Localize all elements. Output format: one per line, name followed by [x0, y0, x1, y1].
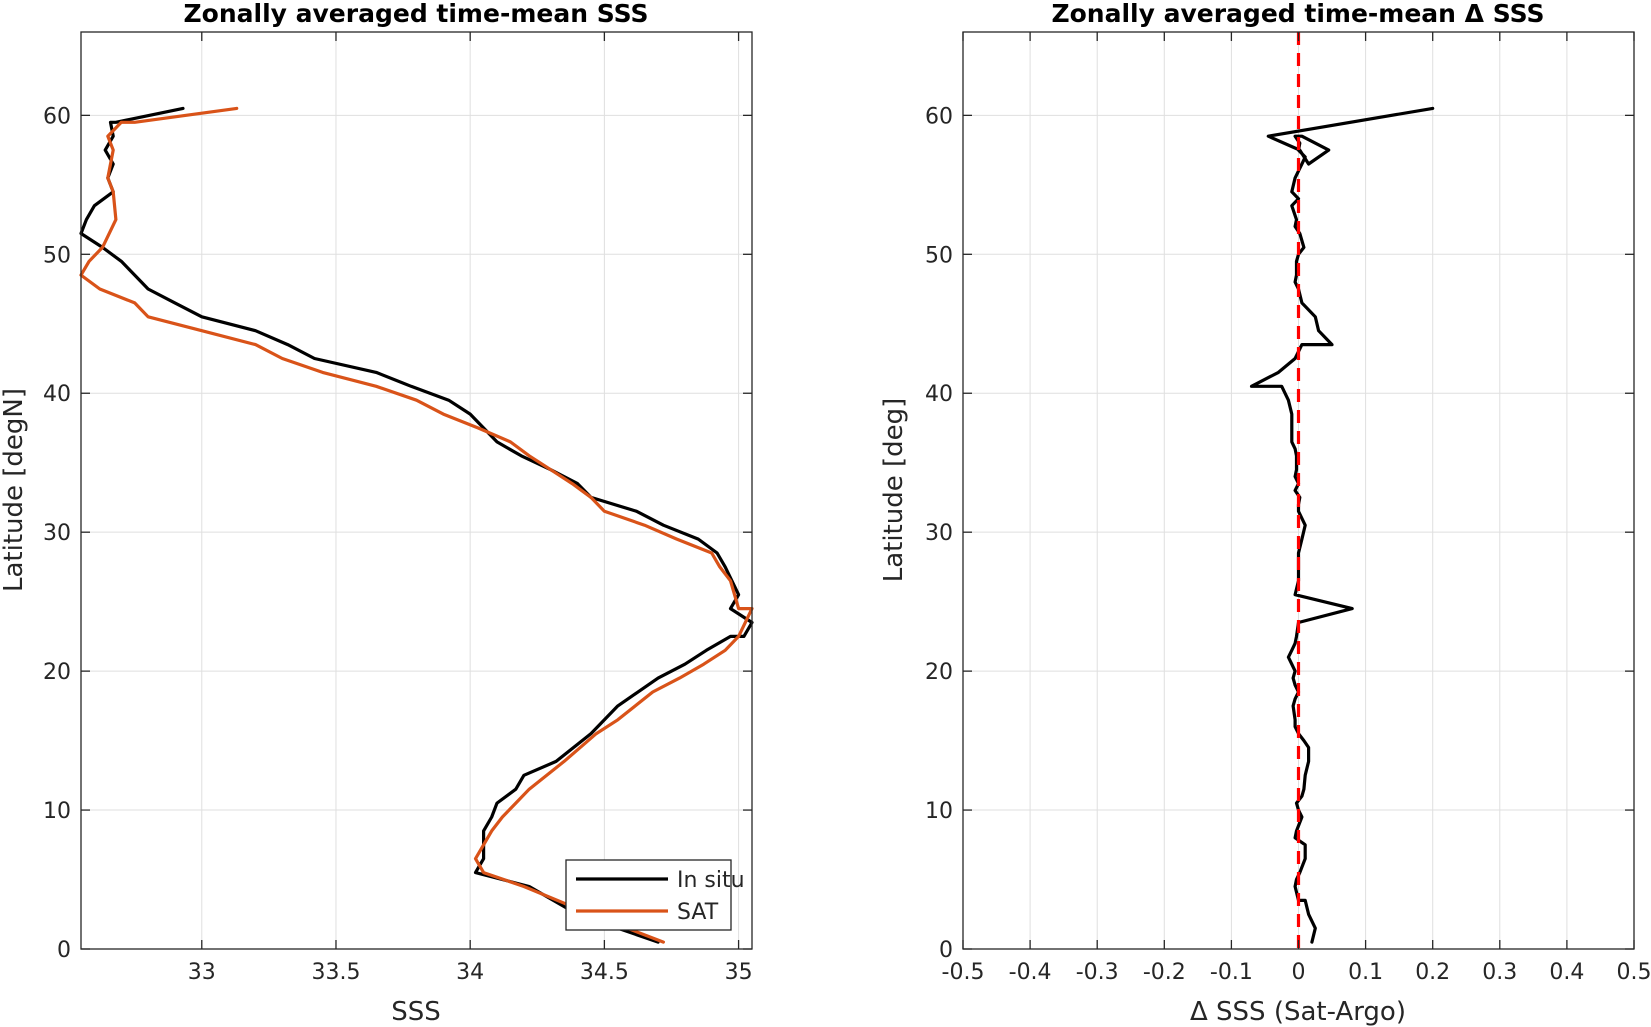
- left-y-tick-label: 10: [43, 799, 71, 824]
- left-y-tick-label: 40: [43, 382, 71, 407]
- right-x-tick-label: 0.3: [1482, 960, 1517, 985]
- left-x-axis-label: SSS: [391, 997, 441, 1027]
- right-x-tick-label: -0.2: [1143, 960, 1186, 985]
- right-x-tick-label: 0.5: [1617, 960, 1651, 985]
- right-y-tick-label: 10: [925, 799, 953, 824]
- right-x-tick-label: -0.3: [1076, 960, 1119, 985]
- left-y-tick-label: 20: [43, 660, 71, 685]
- left-chart-title: Zonally averaged time-mean SSS: [184, 0, 649, 28]
- right-chart-title: Zonally averaged time-mean Δ SSS: [1052, 0, 1545, 28]
- right-x-tick-label: 0.4: [1549, 960, 1584, 985]
- right-y-tick-label: 40: [925, 382, 953, 407]
- right-y-tick-label: 0: [939, 938, 953, 963]
- right-y-axis-label: Latitude [deg]: [879, 398, 909, 583]
- left-plot-frame: [80, 31, 753, 950]
- right-x-tick-label: -0.5: [942, 960, 985, 985]
- left-series-line-1: [79, 106, 754, 944]
- legend-box: [565, 859, 732, 931]
- right-x-tick-label: -0.4: [1009, 960, 1052, 985]
- left-x-tick-label: 33.5: [311, 960, 360, 985]
- legend-label-in-situ: In situ: [677, 868, 745, 893]
- legend-label-sat: SAT: [677, 900, 719, 925]
- right-y-tick-label: 30: [925, 521, 953, 546]
- left-plot-background: [81, 32, 752, 949]
- left-x-tick-label: 33: [188, 960, 216, 985]
- legend: In situ SAT: [565, 859, 745, 931]
- left-y-axis-label: Latitude [degN]: [0, 388, 29, 592]
- right-series: [1249, 32, 1435, 949]
- right-x-tick-label: 0.2: [1415, 960, 1450, 985]
- left-x-tick-label: 34.5: [580, 960, 629, 985]
- right-x-tick-label: -0.1: [1210, 960, 1253, 985]
- left-y-tick-label: 50: [43, 243, 71, 268]
- left-y-tick-label: 0: [57, 938, 71, 963]
- right-ticks: -0.5 -0.4 -0.3 -0.2 -0.1 0 0.1 0.2 0.3 0.4 0.5 0 10 2…: [925, 32, 1651, 985]
- right-y-tick-label: 50: [925, 243, 953, 268]
- left-x-tick-label: 35: [725, 960, 753, 985]
- left-chart: 33 33.5 34 34.5 35 0 10 20 30 40 50 60 Zonally aver…: [0, 0, 754, 1027]
- right-x-tick-label: 0.1: [1348, 960, 1383, 985]
- left-y-tick-label: 30: [43, 521, 71, 546]
- left-series: [79, 106, 754, 944]
- left-ticks: 33 33.5 34 34.5 35 0 10 20 30 40 50 60: [43, 32, 753, 985]
- right-x-tick-label: 0: [1292, 960, 1306, 985]
- left-x-tick-label: 34: [456, 960, 484, 985]
- left-y-tick-label: 60: [43, 104, 71, 129]
- right-chart: -0.5 -0.4 -0.3 -0.2 -0.1 0 0.1 0.2 0.3 0.4 0.5 0 10 2…: [879, 0, 1651, 1027]
- right-y-tick-label: 60: [925, 104, 953, 129]
- right-x-axis-label: Δ SSS (Sat-Argo): [1190, 997, 1406, 1027]
- right-y-tick-label: 20: [925, 660, 953, 685]
